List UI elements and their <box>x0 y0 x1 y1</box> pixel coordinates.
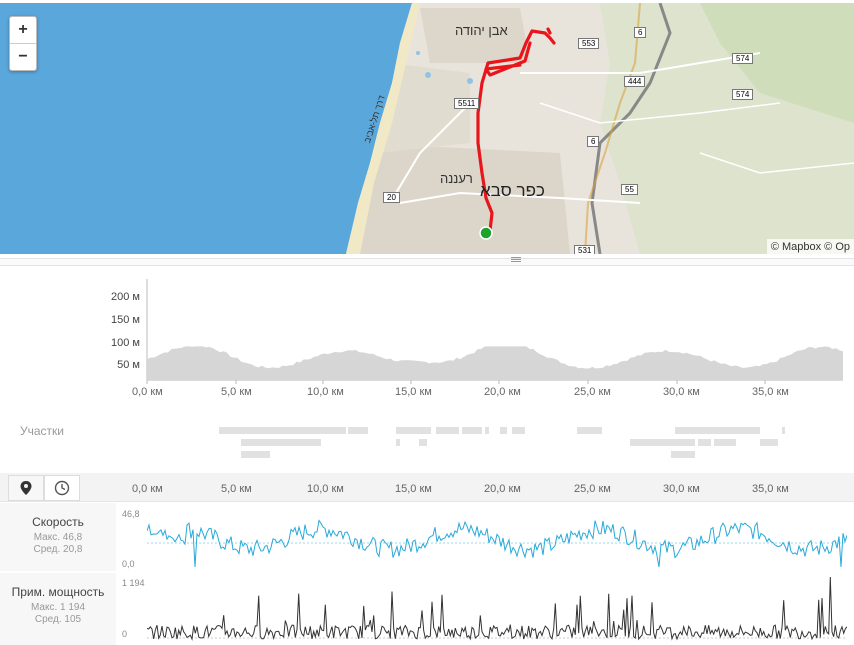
speed-axis-max: 46,8 <box>122 509 140 519</box>
power-avg: Сред. 105 <box>34 614 82 625</box>
segment-bar[interactable] <box>714 439 736 446</box>
map-pin-icon <box>20 481 32 495</box>
elevation-x-tick: 20,0 км <box>484 386 521 398</box>
timeline-x-tick: 5,0 км <box>221 483 252 495</box>
route-map[interactable]: אבן יהודה רעננה כפר סבא דרך תל-אביב 553 … <box>0 3 854 254</box>
place-kfar-saba: כפר סבא <box>480 181 545 200</box>
clock-icon <box>54 480 70 496</box>
segments-bars <box>0 425 854 461</box>
segment-bar[interactable] <box>436 427 459 434</box>
speed-axis-min: 0,0 <box>122 559 135 569</box>
road-shield: 574 <box>732 53 754 64</box>
segment-bar[interactable] <box>419 439 427 446</box>
segment-bar[interactable] <box>348 427 368 434</box>
segment-bar[interactable] <box>485 427 489 434</box>
speed-max: Макс. 46,8 <box>33 532 83 543</box>
road-shield: 6 <box>587 136 600 147</box>
speed-avg: Сред. 20,8 <box>33 544 83 555</box>
zoom-in-button[interactable]: + <box>18 21 28 38</box>
elevation-y-tick: 150 м <box>111 314 140 326</box>
segment-bar[interactable] <box>671 451 695 458</box>
resize-grip-icon[interactable] <box>511 256 521 264</box>
speed-line <box>147 519 847 568</box>
elevation-x-tick: 15,0 км <box>395 386 432 398</box>
map-canvas <box>0 3 854 254</box>
power-axis-max: 1 194 <box>122 578 145 588</box>
segment-bar[interactable] <box>396 439 400 446</box>
road-shield: 6 <box>634 27 647 38</box>
segments-label: Участки <box>20 424 64 438</box>
road-shield: 553 <box>578 38 600 49</box>
segment-bar[interactable] <box>512 427 525 434</box>
power-title: Прим. мощность <box>11 585 105 599</box>
road-shield: 5511 <box>454 98 480 109</box>
zoom-out-button[interactable]: − <box>10 43 36 70</box>
distance-mode-button[interactable] <box>8 475 44 501</box>
elevation-y-tick: 50 м <box>117 359 140 371</box>
route-line <box>476 27 556 233</box>
power-plot <box>147 576 847 641</box>
segment-bar[interactable] <box>241 451 270 458</box>
elevation-x-tick: 5,0 км <box>221 386 252 398</box>
elevation-y-tick: 200 м <box>111 291 140 303</box>
power-line <box>147 576 847 641</box>
elevation-x-tick: 10,0 км <box>307 386 344 398</box>
elevation-y-tick: 100 м <box>111 337 140 349</box>
speed-title: Скорость <box>32 515 84 529</box>
road-shield: 444 <box>624 76 646 87</box>
place-raanana: רעננה <box>440 171 473 186</box>
map-resize-bar[interactable] <box>0 258 854 266</box>
elevation-area <box>147 346 843 380</box>
timeline-x-tick: 10,0 км <box>307 483 344 495</box>
road-shield: 55 <box>621 184 638 195</box>
elevation-x-tick: 35,0 км <box>752 386 789 398</box>
segment-bar[interactable] <box>462 427 482 434</box>
elevation-x-tick: 25,0 км <box>574 386 611 398</box>
segment-bar[interactable] <box>241 439 321 446</box>
speed-plot <box>147 519 847 568</box>
start-marker <box>479 226 493 240</box>
road-shield: 574 <box>732 89 754 100</box>
elevation-plot <box>146 279 843 384</box>
segment-bar[interactable] <box>782 427 785 434</box>
power-row[interactable]: Прим. мощность Макс. 1 194 Сред. 105 1 1… <box>0 573 854 645</box>
zoom-control: + − <box>9 16 37 71</box>
road-shield: 531 <box>574 245 596 254</box>
speed-row[interactable]: Скорость Макс. 46,8 Сред. 20,8 46,8 0,0 <box>0 503 854 571</box>
analysis-toolbar: 0,0 км 5,0 км 10,0 км 15,0 км 20,0 км 25… <box>0 473 854 502</box>
place-even-yehuda: אבן יהודה <box>455 23 508 38</box>
timeline-x-tick: 35,0 км <box>752 483 789 495</box>
map-attribution[interactable]: © Mapbox © Op <box>766 239 854 254</box>
elevation-x-tick: 30,0 км <box>663 386 700 398</box>
segment-bar[interactable] <box>698 439 711 446</box>
timeline-x-tick: 15,0 км <box>395 483 432 495</box>
power-axis-min: 0 <box>122 629 128 639</box>
segment-bar[interactable] <box>500 427 507 434</box>
segment-bar[interactable] <box>675 427 760 434</box>
segment-bar[interactable] <box>577 427 602 434</box>
timeline-x-tick: 20,0 км <box>484 483 521 495</box>
segment-bar[interactable] <box>219 427 346 434</box>
sea <box>0 3 412 254</box>
timeline-x-tick: 30,0 км <box>663 483 700 495</box>
road-shield: 20 <box>383 192 400 203</box>
segment-bar[interactable] <box>396 427 431 434</box>
time-mode-button[interactable] <box>44 475 80 501</box>
timeline-x-tick: 0,0 км <box>132 483 163 495</box>
power-max: Макс. 1 194 <box>30 602 86 613</box>
timeline-x-tick: 25,0 км <box>574 483 611 495</box>
segment-bar[interactable] <box>760 439 778 446</box>
elevation-x-tick: 0,0 км <box>132 386 163 398</box>
elevation-chart[interactable]: 200 м 150 м 100 м 50 м 0,0 км 5,0 км 10,… <box>0 265 854 405</box>
segment-bar[interactable] <box>630 439 695 446</box>
